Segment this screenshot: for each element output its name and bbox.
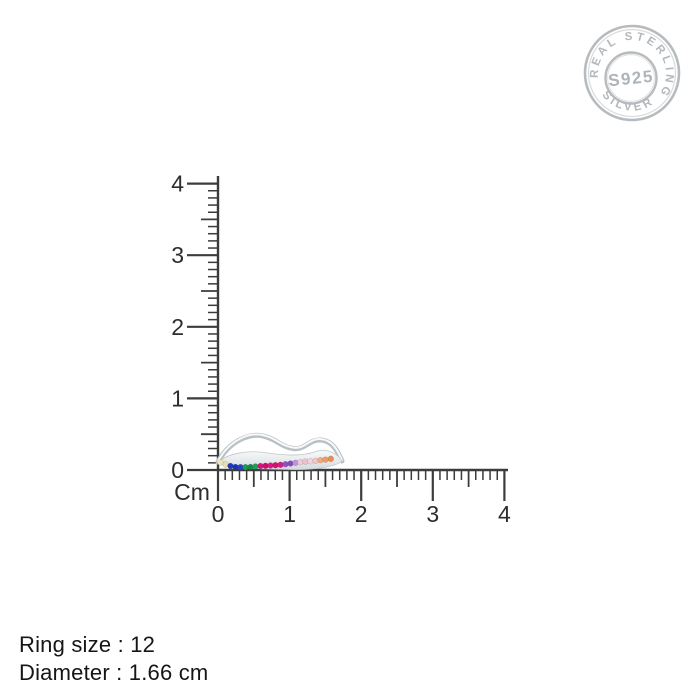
ring-front-band: [216, 449, 343, 470]
diameter-text: Diameter : 1.66 cm: [19, 660, 209, 685]
gemstone: [322, 456, 329, 463]
horizontal-ruler-ticks: [216, 470, 506, 501]
h-label-1: 1: [283, 501, 296, 527]
vertical-ruler-labels: 4 3 2 1 0: [171, 171, 184, 483]
h-label-4: 4: [498, 501, 511, 527]
v-label-0: 0: [171, 457, 184, 483]
unit-label-cm: Cm: [174, 479, 210, 505]
badge-outer-ring: [583, 24, 681, 122]
ring: [215, 432, 345, 471]
h-label-0: 0: [212, 501, 225, 527]
gemstone: [327, 455, 334, 462]
badge-inner-ring: [604, 51, 658, 105]
badge-top-curved-text: REAL STERLING: [586, 25, 681, 101]
v-label-2: 2: [171, 314, 184, 340]
h-label-2: 2: [355, 501, 368, 527]
ring-gemstones: [217, 455, 334, 471]
vertical-ruler-ticks: [187, 182, 218, 472]
h-label-3: 3: [426, 501, 439, 527]
badge-outer-inner-line: [587, 28, 677, 118]
v-label-4: 4: [171, 171, 184, 197]
v-label-1: 1: [171, 385, 184, 411]
v-label-3: 3: [171, 242, 184, 268]
product-details: Ring size : 12 Diameter : 1.66 cm: [19, 631, 208, 687]
horizontal-ruler-labels: 0 1 2 3 4: [212, 501, 511, 527]
ring-size-text: Ring size : 12: [19, 632, 156, 657]
badge-inner-inner-line: [607, 54, 655, 102]
ring-rim-highlight: [217, 433, 343, 463]
badge-s925-text: S925: [607, 67, 654, 91]
silver-stamp-badge: REAL STERLING SILVER S925: [583, 24, 681, 122]
cm-ruler: 4 3 2 1 0 0 1 2 3 4 Cm: [171, 171, 511, 527]
